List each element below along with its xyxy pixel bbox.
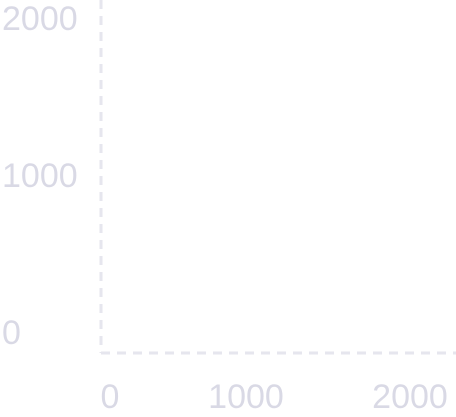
x-tick-label-1000: 1000 <box>208 378 284 416</box>
x-tick-label-0: 0 <box>101 378 120 416</box>
y-tick-label-2000: 2000 <box>2 0 78 38</box>
x-tick-label-2000: 2000 <box>372 378 448 416</box>
y-tick-label-0: 0 <box>2 314 21 352</box>
y-tick-label-1000: 1000 <box>2 157 78 195</box>
